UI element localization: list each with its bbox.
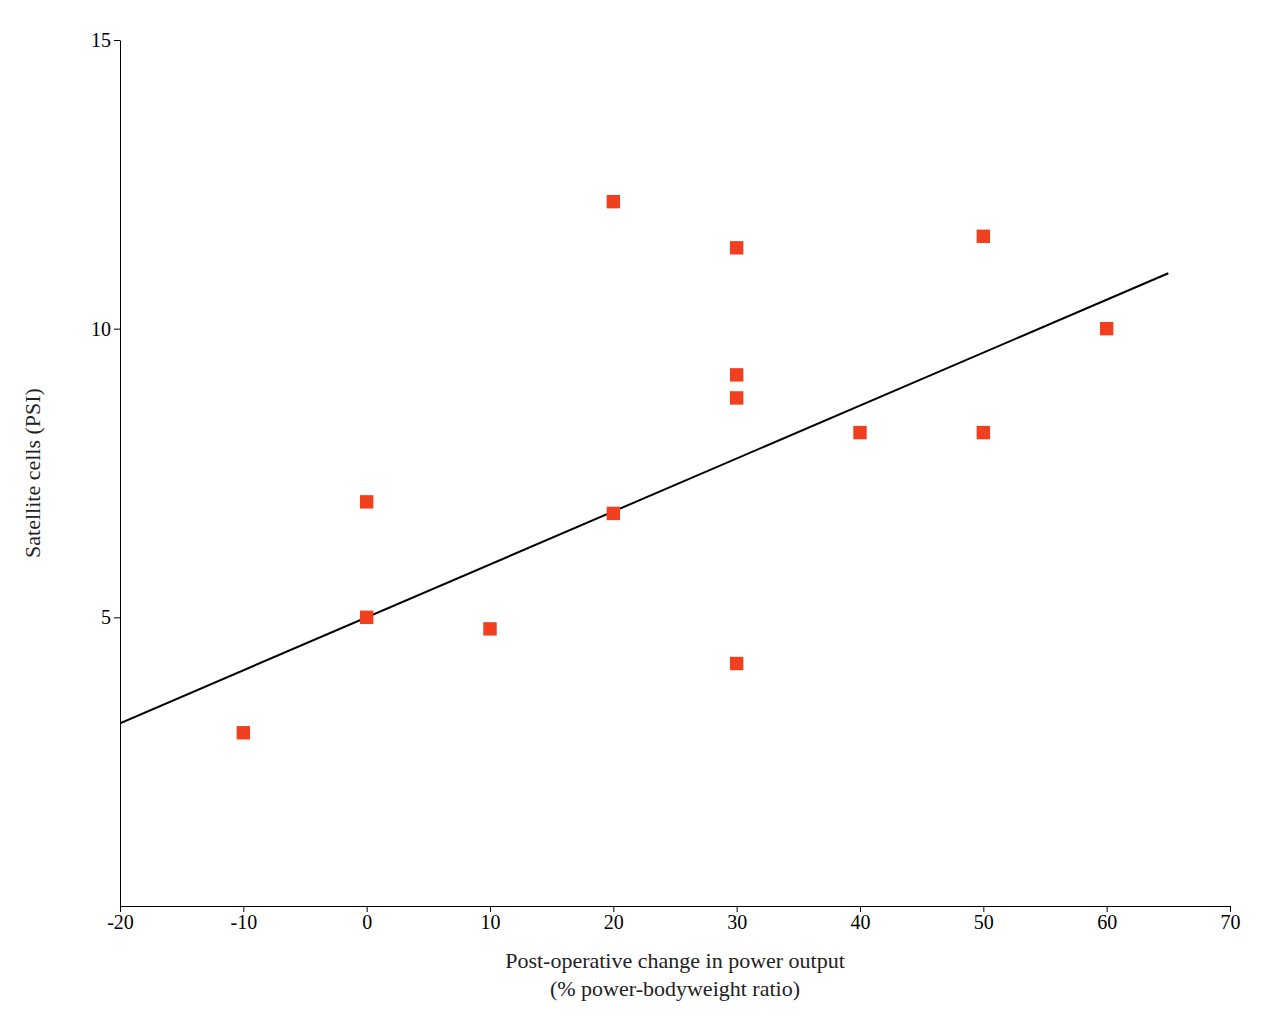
- x-axis-tick-label: 60: [1097, 911, 1117, 933]
- x-axis: -20 -10 0 10 20 30 40 50 60 70: [107, 906, 1240, 933]
- scatter-point: [730, 657, 743, 670]
- y-axis-tick: 5: [101, 606, 120, 628]
- y-axis-tick: 15: [91, 29, 120, 51]
- y-axis-title: Satellite cells (PSI): [20, 388, 45, 558]
- x-axis-tick-label: 50: [974, 911, 994, 933]
- scatter-point: [1100, 322, 1113, 335]
- scatter-point: [730, 391, 743, 404]
- scatter-point: [730, 368, 743, 381]
- y-axis-tick-mark: [114, 617, 120, 618]
- x-axis-tick: -20: [107, 906, 134, 933]
- scatter-point: [977, 230, 990, 243]
- chart-svg: -20 -10 0 10 20 30 40 50 60 70 5 10 15 Post-operative…: [0, 0, 1280, 1036]
- scatter-point: [853, 426, 866, 439]
- y-axis-tick-mark: [114, 329, 120, 330]
- scatter-point: [977, 426, 990, 439]
- scatter-point: [237, 726, 250, 739]
- x-axis-tick-label: -20: [107, 911, 134, 933]
- plot-area: -20 -10 0 10 20 30 40 50 60 70 5 10 15: [91, 29, 1241, 933]
- y-axis-tick-label: 5: [101, 606, 111, 628]
- x-axis-tick: 50: [974, 906, 994, 933]
- scatter-point: [607, 195, 620, 208]
- y-axis: 5 10 15: [91, 29, 121, 907]
- scatter-point: [483, 622, 496, 635]
- y-axis-tick-label: 15: [91, 29, 111, 51]
- x-axis-tick: 0: [362, 906, 372, 933]
- x-axis-title-line: (% power-bodyweight ratio): [550, 976, 800, 1001]
- scatter-point: [607, 507, 620, 520]
- scatter-point: [360, 495, 373, 508]
- x-axis-tick: 20: [604, 906, 624, 933]
- y-axis-line: [120, 41, 121, 907]
- x-axis-tick: 40: [851, 906, 871, 933]
- x-axis-tick: 60: [1097, 906, 1117, 933]
- x-axis-tick-label: 0: [362, 911, 372, 933]
- x-axis-line: [121, 906, 1231, 907]
- x-axis-tick-label: 10: [481, 911, 501, 933]
- y-axis-tick-label: 10: [91, 318, 111, 340]
- x-axis-title: Post-operative change in power output (% …: [505, 948, 845, 1001]
- y-axis-tick-mark: [114, 40, 120, 41]
- x-axis-tick-label: 40: [851, 911, 871, 933]
- x-axis-tick-label: 20: [604, 911, 624, 933]
- y-axis-tick: 10: [91, 318, 120, 340]
- x-axis-tick: 30: [727, 906, 747, 933]
- x-axis-tick-label: 30: [727, 911, 747, 933]
- x-axis-tick-label: -10: [230, 911, 257, 933]
- x-axis-tick: 10: [481, 906, 501, 933]
- x-axis-tick: 70: [1221, 906, 1241, 933]
- x-axis-tick: -10: [230, 906, 257, 933]
- marks: [120, 195, 1168, 740]
- trend-line: [120, 273, 1168, 723]
- scatter-point: [360, 611, 373, 624]
- x-axis-tick-label: 70: [1221, 911, 1241, 933]
- x-axis-title-line: Post-operative change in power output: [505, 948, 845, 973]
- chart-container: -20 -10 0 10 20 30 40 50 60 70 5 10 15 Post-operative…: [0, 0, 1280, 1036]
- scatter-point: [730, 241, 743, 254]
